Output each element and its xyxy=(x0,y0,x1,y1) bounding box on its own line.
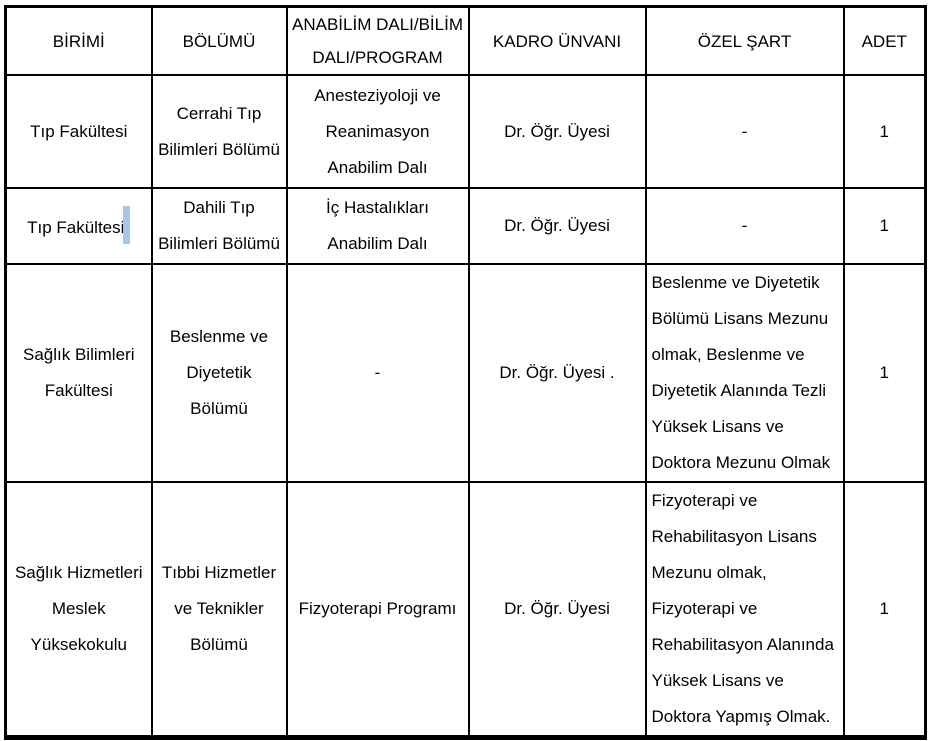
header-label-bolumu: BÖLÜMÜ xyxy=(182,31,256,51)
cell-bolumu[interactable]: Dahili Tıp Bilimleri Bölümü xyxy=(150,187,288,265)
header-cell-anabilim-dali: ANABİLİM DALI/BİLİM DALI/PROGRAM xyxy=(285,5,470,76)
cell-text: 1 xyxy=(879,121,889,141)
cell-text: Anesteziyoloji ve Reanimasyon Anabilim D… xyxy=(314,85,441,177)
cell-text: Dr. Öğr. Üyesi . xyxy=(499,363,615,382)
header-cell-birimi: BİRİMİ xyxy=(4,5,153,76)
cell-birimi[interactable]: Sağlık Bilimleri Fakültesi xyxy=(4,263,153,483)
table-row: Sağlık Hizmetleri Meslek Yüksekokulu Tıb… xyxy=(4,481,927,739)
header-label-ozel-sart: ÖZEL ŞART xyxy=(697,31,792,51)
cell-ozel-sart[interactable]: - xyxy=(644,74,845,189)
table-row: Tıp Fakültesi Cerrahi Tıp Bilimleri Bölü… xyxy=(4,74,927,189)
cell-text: Cerrahi Tıp Bilimleri Bölümü xyxy=(158,103,280,159)
header-label-kadro-unvani: KADRO ÜNVANI xyxy=(492,31,622,51)
cell-text: - xyxy=(741,216,748,235)
cell-text: Dahili Tıp Bilimleri Bölümü xyxy=(158,198,280,253)
cell-anabilim-dali[interactable]: Anesteziyoloji ve Reanimasyon Anabilim D… xyxy=(285,74,470,189)
cell-birimi[interactable]: Tıp Fakültesi xyxy=(4,187,153,265)
cell-adet[interactable]: 1 xyxy=(842,481,927,739)
cell-text: 1 xyxy=(879,599,889,618)
header-cell-bolumu: BÖLÜMÜ xyxy=(150,5,288,76)
text-selection-highlight[interactable] xyxy=(123,206,131,244)
header-label-anabilim-dali: ANABİLİM DALI/BİLİM DALI/PROGRAM xyxy=(292,15,463,67)
cell-text: - xyxy=(374,363,381,382)
cell-bolumu[interactable]: Cerrahi Tıp Bilimleri Bölümü xyxy=(150,74,288,189)
cell-ozel-sart[interactable]: Beslenme ve Diyetetik Bölümü Lisans Mezu… xyxy=(644,263,845,483)
header-label-adet: ADET xyxy=(861,31,907,51)
cell-text: Beslenme ve Diyetetik Bölümü Lisans Mezu… xyxy=(651,273,831,472)
header-cell-ozel-sart: ÖZEL ŞART xyxy=(644,5,845,76)
cell-text: Dr. Öğr. Üyesi xyxy=(504,599,610,618)
cell-birimi[interactable]: Tıp Fakültesi xyxy=(4,74,153,189)
cell-text: İç Hastalıkları Anabilim Dalı xyxy=(326,198,429,253)
cell-ozel-sart[interactable]: - xyxy=(644,187,845,265)
cell-text: Beslenme ve Diyetetik Bölümü xyxy=(169,327,269,418)
header-cell-adet: ADET xyxy=(842,5,927,76)
cell-bolumu[interactable]: Tıbbi Hizmetler ve Teknikler Bölümü xyxy=(150,481,288,739)
cell-text: Dr. Öğr. Üyesi xyxy=(504,121,610,141)
cell-birimi[interactable]: Sağlık Hizmetleri Meslek Yüksekokulu xyxy=(4,481,153,739)
cell-adet[interactable]: 1 xyxy=(842,263,927,483)
cell-anabilim-dali[interactable]: İç Hastalıkları Anabilim Dalı xyxy=(285,187,470,265)
cell-text: Sağlık Hizmetleri Meslek Yüksekokulu xyxy=(14,563,143,654)
academic-positions-table: BİRİMİ BÖLÜMÜ ANABİLİM DALI/BİLİM DALI/P… xyxy=(4,5,927,740)
cell-bolumu[interactable]: Beslenme ve Diyetetik Bölümü xyxy=(150,263,288,483)
table-header-row: BİRİMİ BÖLÜMÜ ANABİLİM DALI/BİLİM DALI/P… xyxy=(4,5,927,76)
cell-text: Dr. Öğr. Üyesi xyxy=(504,216,610,235)
cell-text: Sağlık Bilimleri Fakültesi xyxy=(23,345,135,400)
header-cell-kadro-unvani: KADRO ÜNVANI xyxy=(467,5,647,76)
cell-text: Fizyoterapi ve Rehabilitasyon Lisans Mez… xyxy=(651,491,834,726)
cell-text: Tıbbi Hizmetler ve Teknikler Bölümü xyxy=(161,563,277,654)
cell-text: Tıp Fakültesi xyxy=(27,218,125,237)
table-row: Sağlık Bilimleri Fakültesi Beslenme ve D… xyxy=(4,263,927,483)
cell-ozel-sart[interactable]: Fizyoterapi ve Rehabilitasyon Lisans Mez… xyxy=(644,481,845,739)
cell-text: Fizyoterapi Programı xyxy=(298,599,457,618)
header-label-birimi: BİRİMİ xyxy=(52,31,105,51)
cell-kadro-unvani[interactable]: Dr. Öğr. Üyesi xyxy=(467,481,647,739)
cell-adet[interactable]: 1 xyxy=(842,74,927,189)
cell-text: - xyxy=(741,121,748,141)
cell-kadro-unvani[interactable]: Dr. Öğr. Üyesi xyxy=(467,74,647,189)
cell-anabilim-dali[interactable]: Fizyoterapi Programı xyxy=(285,481,470,739)
cell-text: Tıp Fakültesi xyxy=(30,121,128,141)
cell-text: 1 xyxy=(879,216,889,235)
cell-anabilim-dali[interactable]: - xyxy=(285,263,470,483)
table-row: Tıp Fakültesi Dahili Tıp Bilimleri Bölüm… xyxy=(4,187,927,265)
cell-text: 1 xyxy=(879,363,889,382)
cell-adet[interactable]: 1 xyxy=(842,187,927,265)
cell-kadro-unvani[interactable]: Dr. Öğr. Üyesi xyxy=(467,187,647,265)
cell-kadro-unvani[interactable]: Dr. Öğr. Üyesi . xyxy=(467,263,647,483)
